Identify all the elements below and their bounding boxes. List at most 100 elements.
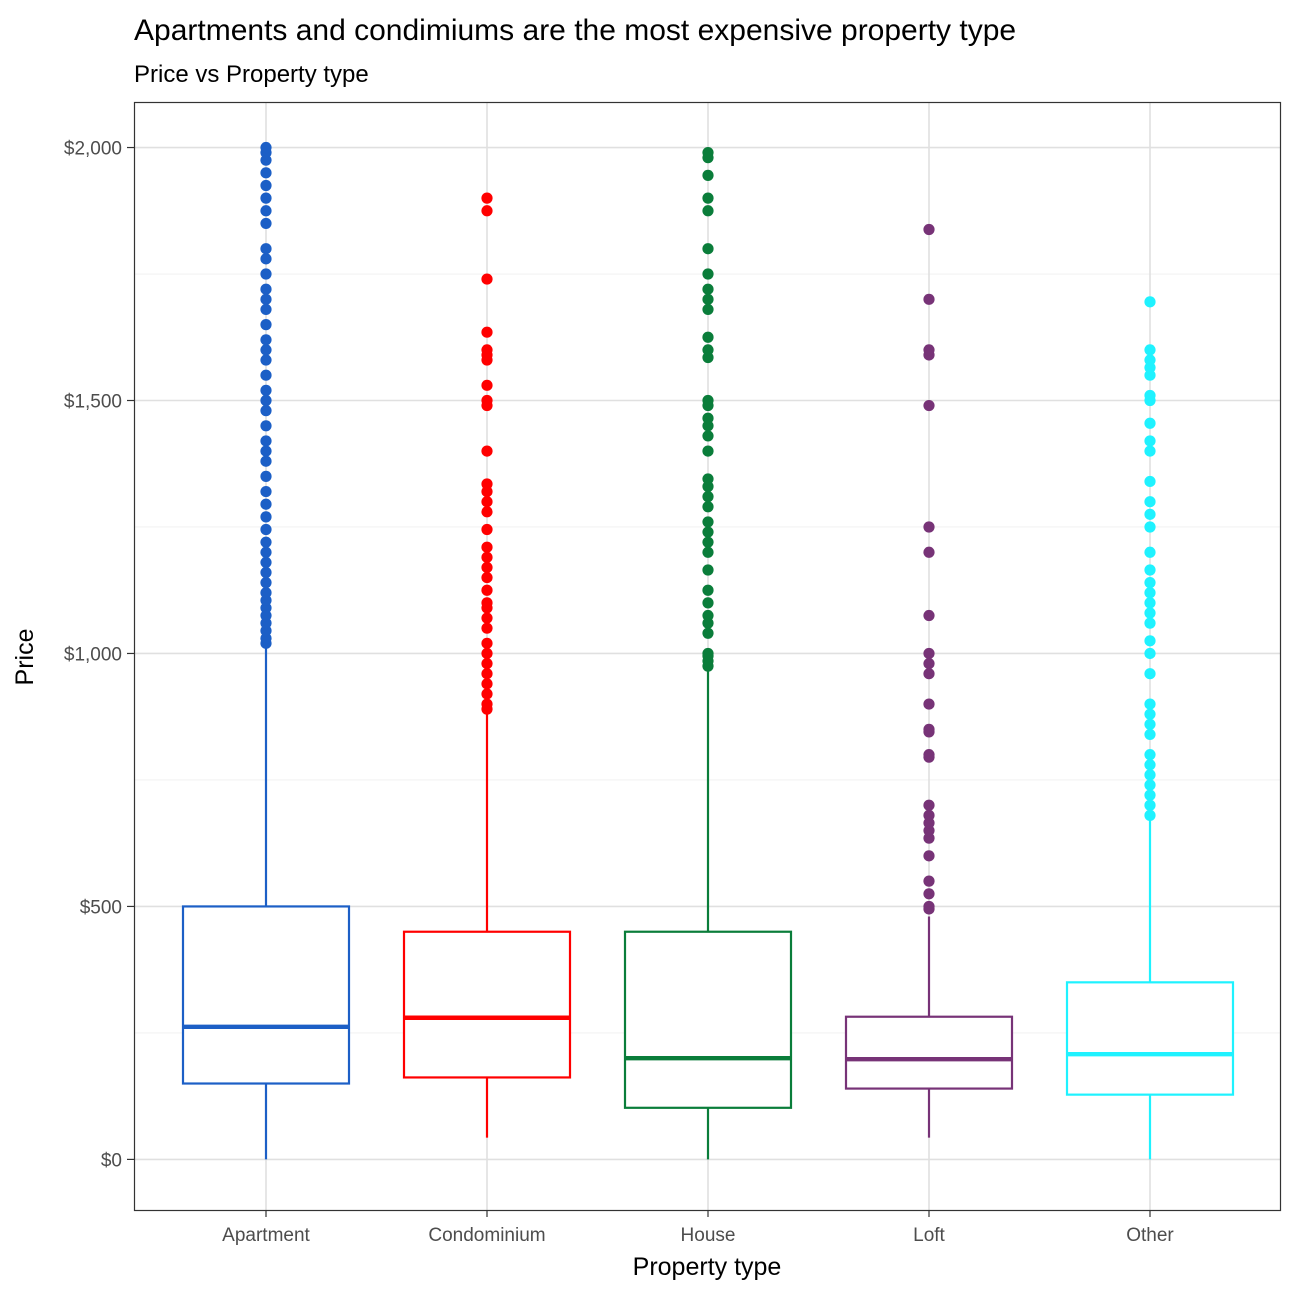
outlier-point (702, 536, 714, 548)
outlier-point (702, 412, 714, 424)
chart-title: Apartments and condimiums are the most e… (134, 14, 1016, 47)
outlier-point (923, 809, 935, 821)
outlier-point (1144, 789, 1156, 801)
outlier-point (1144, 577, 1156, 589)
outlier-point (1144, 779, 1156, 791)
outlier-point (260, 536, 272, 548)
outlier-point (260, 141, 272, 154)
outlier-point (481, 637, 493, 649)
outlier-point (702, 192, 714, 204)
outlier-point (1144, 635, 1156, 647)
outlier-point (260, 523, 272, 536)
outlier-point (260, 192, 272, 204)
outlier-point (1144, 587, 1156, 599)
outlier-point (923, 647, 935, 660)
outlier-point (923, 344, 935, 356)
outlier-point (923, 223, 935, 236)
outlier-point (923, 293, 935, 305)
outlier-point (481, 622, 493, 634)
outlier-point (702, 293, 714, 305)
axis-layer: $0 $500 $1,000 $1,500 $2,000 Apartment Condomi… (64, 139, 1175, 1246)
outlier-point (702, 597, 714, 609)
outlier-point (260, 384, 272, 396)
outlier-point (1144, 799, 1156, 811)
box-layer (181, 141, 1235, 1160)
outlier-point (1144, 809, 1156, 821)
outlier-point (481, 561, 493, 574)
iqr-box (181, 905, 351, 1085)
outlier-point (923, 850, 935, 862)
outlier-point (481, 678, 493, 690)
outlier-point (1144, 417, 1156, 429)
outlier-point (702, 491, 714, 503)
outlier-point (702, 526, 714, 538)
x-tick-label: Loft (913, 1225, 945, 1246)
outlier-point (1144, 708, 1156, 720)
outlier-point (1144, 718, 1156, 730)
outlier-point (923, 749, 935, 761)
outlier-point (1144, 647, 1156, 660)
outlier-point (1144, 296, 1156, 308)
outlier-point (1144, 354, 1156, 366)
outlier-point (481, 344, 493, 356)
outlier-point (260, 243, 272, 255)
outlier-point (923, 657, 935, 670)
outlier-point (702, 283, 714, 295)
y-tick-label: $2,000 (64, 139, 122, 160)
outlier-point (481, 657, 493, 670)
outlier-point (702, 609, 714, 622)
y-axis-title: Price (11, 629, 39, 686)
outlier-point (481, 571, 493, 584)
outlier-point (481, 496, 493, 508)
outlier-point (702, 146, 714, 159)
outlier-point (1144, 344, 1156, 356)
outlier-point (702, 430, 714, 442)
outlier-point (702, 445, 714, 457)
y-tick-label: $1,000 (64, 644, 122, 665)
outlier-point (1144, 728, 1156, 741)
outlier-point (1144, 698, 1156, 710)
outlier-point (702, 205, 714, 217)
outlier-point (481, 192, 493, 204)
outlier-point (923, 900, 935, 913)
chart-subtitle: Price vs Property type (134, 61, 369, 88)
outlier-point (481, 478, 493, 490)
x-axis-title: Property type (633, 1253, 782, 1281)
outlier-point (1144, 564, 1156, 576)
y-tick-label: $500 (80, 897, 122, 918)
outlier-point (923, 875, 935, 887)
outlier-point (481, 523, 493, 536)
boxplot-apartment (181, 141, 351, 1160)
outlier-point (1144, 769, 1156, 781)
outlier-point (260, 577, 272, 589)
outlier-point (481, 688, 493, 700)
outlier-point (260, 369, 272, 381)
outlier-point (702, 647, 714, 660)
outlier-point (923, 546, 935, 558)
outlier-point (1144, 749, 1156, 761)
outlier-point (1144, 521, 1156, 533)
outlier-point (1144, 445, 1156, 457)
outlier-point (260, 587, 272, 599)
outlier-point (1144, 597, 1156, 609)
outlier-point (260, 394, 272, 407)
outlier-point (481, 698, 493, 710)
outlier-point (1144, 759, 1156, 771)
outlier-point (260, 405, 272, 417)
outlier-point (481, 668, 493, 680)
outlier-point (260, 420, 272, 432)
outlier-point (260, 498, 272, 510)
outlier-point (702, 394, 714, 407)
y-tick-label: $0 (101, 1150, 122, 1171)
outlier-point (1144, 435, 1156, 447)
outlier-point (481, 647, 493, 660)
outlier-point (1144, 389, 1156, 402)
outlier-point (481, 326, 493, 338)
outlier-point (260, 485, 272, 498)
outlier-point (702, 169, 714, 181)
outlier-point (260, 167, 272, 179)
outlier-point (481, 394, 493, 407)
outlier-point (260, 511, 272, 523)
outlier-point (481, 273, 493, 285)
outlier-point (923, 609, 935, 622)
